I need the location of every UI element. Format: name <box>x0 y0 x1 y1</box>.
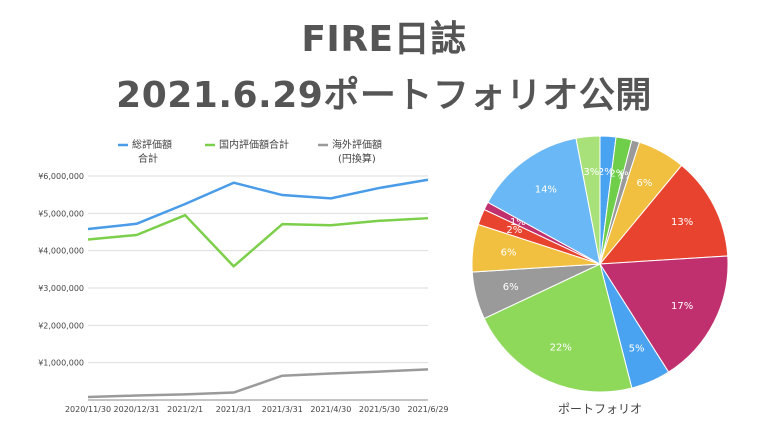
pie-slice-label: 13% <box>671 217 693 228</box>
series-line-0 <box>87 178 429 231</box>
series-line-2 <box>87 368 429 399</box>
pie-slice <box>483 263 633 393</box>
pie-slice-label: 6% <box>501 247 517 258</box>
pie-slice-label: 2% <box>609 168 625 179</box>
pie-title: ポートフォリオ <box>558 402 642 416</box>
pie-slice-label: 17% <box>671 301 693 312</box>
x-tick-label: 2021/4/30 <box>310 405 351 414</box>
legend-label: 合計 <box>138 152 158 165</box>
legend-label: 国内評価額合計 <box>219 138 289 151</box>
page-title: FIRE日誌 <box>301 19 467 60</box>
page-subtitle: 2021.6.29ポートフォリオ公開 <box>116 75 652 116</box>
pie-slice-label: 1% <box>618 170 634 181</box>
pie-slice-label: 14% <box>535 184 557 195</box>
x-tick-label: 2021/3/31 <box>262 405 303 414</box>
y-tick-label: ¥2,000,000 <box>38 321 84 330</box>
x-tick-label: 2020/11/30 <box>65 405 111 414</box>
x-tick-label: 2021/2/1 <box>167 405 203 414</box>
pie-slice-label: 2% <box>598 167 614 178</box>
y-tick-label: ¥5,000,000 <box>38 209 84 218</box>
x-tick-label: 2021/6/29 <box>407 405 448 414</box>
legend-label: (円換算) <box>338 152 376 165</box>
pie-slice <box>599 255 729 373</box>
series-line-1 <box>87 213 429 268</box>
pie-slice-label: 22% <box>550 342 572 353</box>
pie-slice <box>598 164 729 265</box>
y-tick-label: ¥1,000,000 <box>38 359 84 368</box>
line-chart: ¥1,000,000 ¥2,000,000 ¥3,000,000 ¥4,000,000… <box>38 138 448 414</box>
legend-label: 総評価額 <box>132 138 172 151</box>
pie-slice-label: 5% <box>629 344 645 355</box>
x-tick-label: 2021/3/1 <box>216 405 252 414</box>
x-tick-label: 2020/12/31 <box>114 405 160 414</box>
x-tick-label: 2021/5/30 <box>359 405 400 414</box>
pie-slice-label: 1% <box>510 217 526 228</box>
pie-slice <box>575 135 601 265</box>
pie-slice-label: 3% <box>583 167 599 178</box>
y-tick-label: ¥6,000,000 <box>38 172 84 181</box>
pie-slice-label: 6% <box>636 178 652 189</box>
pie-slice-label: 6% <box>503 282 519 293</box>
pie-slice <box>487 137 601 265</box>
pie-chart: 2%2%1%6%13%17%5%22%6%6%2%1%14%3%ポートフォリオ <box>471 135 729 416</box>
pie-slice-label: 2% <box>506 225 522 236</box>
y-tick-label: ¥4,000,000 <box>38 247 84 256</box>
legend-label: 海外評価額 <box>332 138 382 151</box>
y-tick-label: ¥3,000,000 <box>38 284 84 293</box>
